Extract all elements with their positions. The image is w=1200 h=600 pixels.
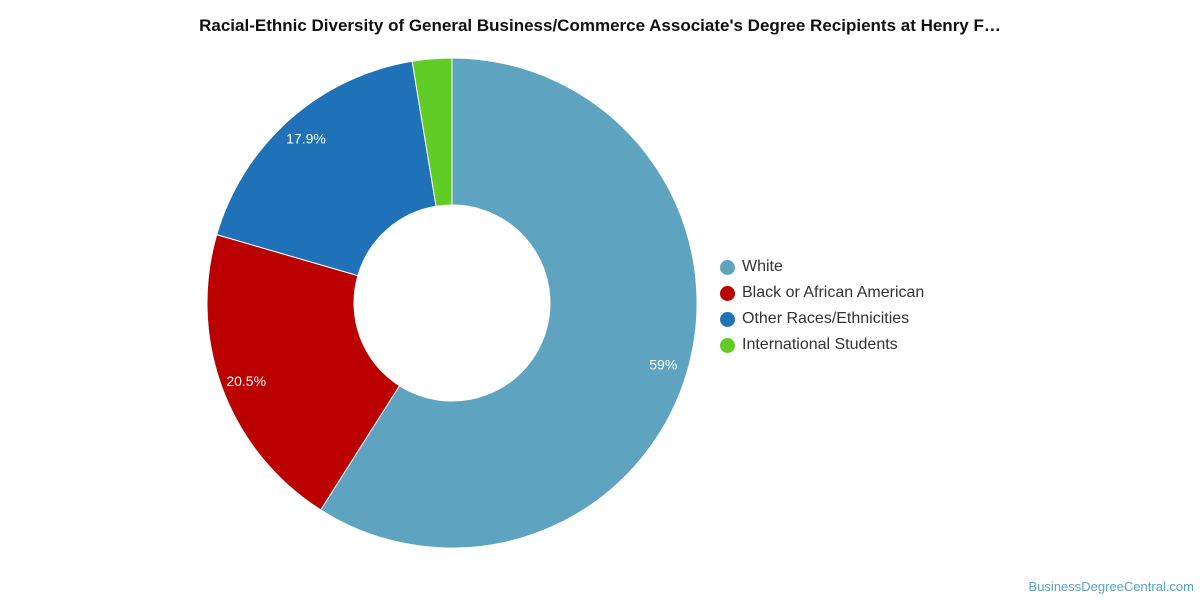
legend-item-international-students[interactable]: International Students	[720, 332, 924, 358]
data-label-other-races-ethnicities: 17.9%	[286, 130, 326, 146]
legend-swatch-black-or-african-american	[720, 285, 735, 301]
watermark[interactable]: BusinessDegreeCentral.com	[1028, 579, 1194, 594]
slice-international-students[interactable]	[411, 57, 453, 207]
slice-white[interactable]	[320, 57, 698, 549]
slice-other-races-ethnicities[interactable]	[216, 60, 437, 277]
legend-swatch-international-students	[720, 337, 735, 353]
legend-swatch-other-races	[720, 311, 735, 327]
legend-item-other-races[interactable]: Other Races/Ethnicities	[720, 306, 924, 332]
data-label-black-or-african-american: 20.5%	[226, 373, 266, 389]
legend: White Black or African American Other Ra…	[720, 254, 924, 358]
data-labels-group: 59% 20.5% 17.9%	[226, 130, 677, 388]
legend-label-international-students: International Students	[742, 336, 898, 353]
legend-label-white: White	[742, 258, 783, 275]
legend-item-white[interactable]: White	[720, 254, 924, 280]
data-label-white: 59%	[649, 356, 677, 372]
slices-group	[206, 57, 698, 549]
legend-label-black-or-african-american: Black or African American	[742, 284, 925, 301]
slice-black-or-african-american[interactable]	[206, 234, 401, 511]
chart-title: Racial-Ethnic Diversity of General Busin…	[199, 16, 1001, 35]
legend-swatch-white	[720, 259, 735, 275]
legend-label-other-races: Other Races/Ethnicities	[742, 310, 910, 327]
legend-item-black-or-african-american[interactable]: Black or African American	[720, 280, 924, 306]
